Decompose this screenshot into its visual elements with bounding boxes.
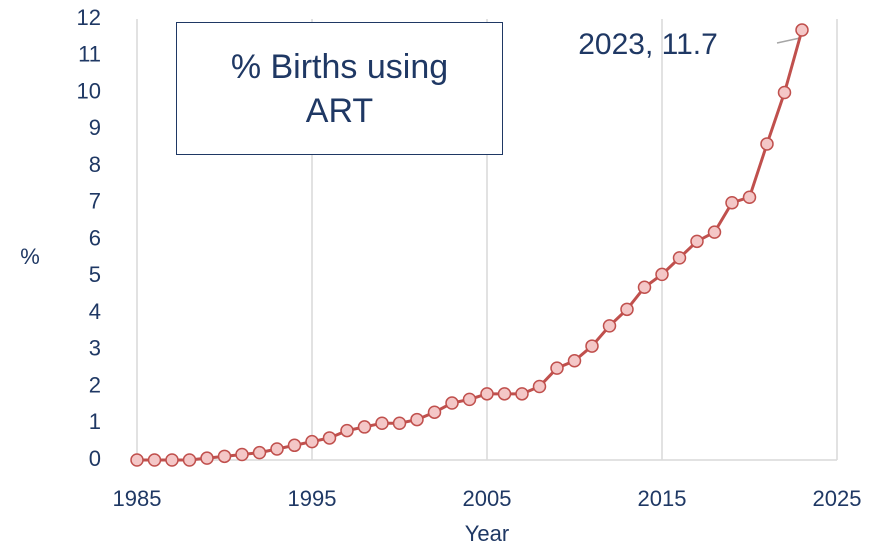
x-tick-label: 2025 (813, 486, 862, 511)
y-tick-label: 1 (89, 409, 101, 434)
marker (777, 85, 792, 100)
leader-line (776, 37, 801, 44)
y-tick-label: 3 (89, 336, 101, 361)
y-tick-label: 5 (89, 262, 101, 287)
marker (322, 431, 337, 445)
y-tick-label: 9 (89, 115, 101, 140)
marker (235, 447, 249, 462)
chart-title: % Births using ART (176, 22, 503, 155)
y-tick-label: 4 (89, 299, 101, 324)
marker (742, 190, 757, 204)
marker (637, 280, 652, 295)
y-tick-label: 7 (89, 189, 101, 214)
marker (760, 137, 774, 151)
marker (182, 453, 197, 467)
y-tick-label: 12 (77, 5, 101, 30)
marker (480, 387, 494, 401)
marker (270, 442, 284, 456)
x-tick-label: 1985 (113, 486, 162, 511)
marker (567, 354, 582, 368)
y-axis-label: % (20, 244, 40, 269)
marker (690, 234, 704, 249)
marker (252, 445, 267, 460)
marker (550, 361, 564, 375)
marker (707, 225, 722, 239)
marker (602, 319, 617, 333)
marker (427, 405, 442, 419)
marker (620, 302, 634, 317)
marker (165, 453, 179, 467)
marker (725, 196, 739, 210)
x-tick-label: 2005 (463, 486, 512, 511)
x-tick-label: 1995 (288, 486, 337, 511)
marker (130, 453, 144, 467)
x-tick-label: 2015 (638, 486, 687, 511)
annotation: 2023, 11.7 (578, 28, 718, 61)
marker (147, 453, 162, 467)
x-axis-label: Year (465, 521, 509, 546)
marker (515, 387, 529, 401)
marker (340, 423, 354, 438)
marker (497, 387, 512, 401)
marker (795, 23, 809, 37)
marker (375, 416, 389, 430)
y-tick-label: 8 (89, 152, 101, 177)
y-tick-label: 11 (78, 42, 101, 67)
marker (532, 379, 547, 394)
marker (655, 267, 669, 282)
y-tick-label: 6 (89, 225, 101, 250)
marker (462, 392, 477, 407)
y-tick-label: 0 (89, 446, 101, 471)
marker (217, 449, 232, 464)
marker (200, 451, 214, 465)
marker (392, 416, 407, 430)
marker (672, 251, 687, 265)
marker (585, 339, 599, 353)
marker (445, 396, 459, 410)
marker (410, 412, 424, 427)
marker (287, 438, 302, 453)
marker (305, 434, 319, 449)
y-tick-label: 10 (77, 78, 101, 103)
y-tick-label: 2 (89, 372, 101, 397)
marker (357, 420, 372, 434)
